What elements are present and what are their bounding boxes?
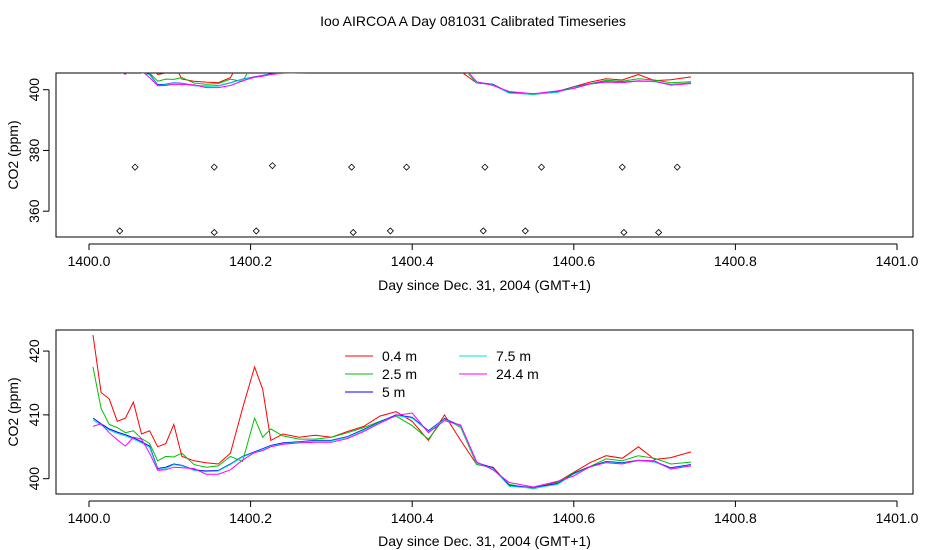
x-axis-title: Day since Dec. 31, 2004 (GMT+1) bbox=[378, 533, 591, 549]
x-tick-label: 1400.8 bbox=[714, 510, 757, 526]
data-point-marker bbox=[348, 163, 356, 171]
legend: 0.4 m 2.5 m 5 m 7.5 m 24.4 m bbox=[345, 348, 539, 400]
y-axis-title: CO2 (ppm) bbox=[5, 120, 21, 189]
x-tick-label: 1400.0 bbox=[68, 253, 111, 269]
series-line-0-4-m bbox=[92, 335, 692, 489]
data-point-marker bbox=[402, 163, 411, 171]
series-group bbox=[92, 335, 692, 490]
data-point-marker bbox=[655, 228, 663, 237]
data-point-marker bbox=[673, 163, 681, 171]
legend-label: 7.5 m bbox=[496, 348, 531, 364]
data-point-marker bbox=[537, 163, 546, 171]
figure-title: Ioo AIRCOA A Day 081031 Calibrated Times… bbox=[320, 13, 626, 29]
series-line-4 bbox=[120, 73, 692, 95]
data-point-marker bbox=[386, 227, 394, 235]
x-tick-label: 1400.4 bbox=[391, 510, 434, 526]
x-tick-label: 1400.2 bbox=[229, 510, 272, 526]
legend-label: 5 m bbox=[382, 384, 405, 400]
data-point-marker bbox=[268, 162, 276, 170]
y-axis-title: CO2 (ppm) bbox=[5, 377, 21, 446]
plot-frame bbox=[55, 72, 914, 238]
x-tick-label: 1401.0 bbox=[876, 510, 919, 526]
plot-frame bbox=[55, 329, 914, 495]
data-point-marker bbox=[521, 227, 529, 235]
data-point-marker bbox=[116, 227, 124, 235]
y-tick-label: 380 bbox=[26, 139, 42, 163]
data-point-marker bbox=[210, 228, 218, 237]
x-tick-label: 1400.4 bbox=[391, 253, 434, 269]
data-point-marker bbox=[618, 163, 626, 171]
data-point-marker bbox=[252, 227, 260, 235]
x-tick-label: 1400.6 bbox=[552, 253, 595, 269]
data-point-marker bbox=[131, 163, 139, 171]
x-tick-label: 1400.0 bbox=[68, 510, 111, 526]
data-point-marker bbox=[620, 228, 628, 237]
data-point-marker bbox=[349, 228, 357, 237]
legend-label: 2.5 m bbox=[382, 366, 417, 382]
x-tick-label: 1400.8 bbox=[714, 253, 757, 269]
plot-bottom: 1400.0 1400.2 1400.4 1400.6 1400.8 1401.0 400 4… bbox=[5, 329, 919, 549]
y-tick-label: 400 bbox=[26, 467, 42, 491]
data-point-marker bbox=[479, 227, 487, 235]
legend-label: 0.4 m bbox=[382, 348, 417, 364]
marker-group bbox=[116, 162, 681, 237]
y-tick-label: 360 bbox=[26, 199, 42, 223]
y-tick-label: 410 bbox=[26, 403, 42, 427]
series-line-24-4-m bbox=[92, 412, 692, 488]
x-axis-title: Day since Dec. 31, 2004 (GMT+1) bbox=[378, 277, 591, 293]
series-line-2-5-m bbox=[92, 366, 692, 490]
x-tick-label: 1400.6 bbox=[552, 510, 595, 526]
x-tick-label: 1400.2 bbox=[229, 253, 272, 269]
x-tick-label: 1401.0 bbox=[876, 253, 919, 269]
y-tick-label: 400 bbox=[26, 78, 42, 102]
plot-top: 1400.0 1400.2 1400.4 1400.6 1400.8 1401.0 360 3… bbox=[5, 72, 919, 293]
legend-label: 24.4 m bbox=[496, 366, 539, 382]
series-group bbox=[120, 73, 692, 96]
data-point-marker bbox=[210, 163, 218, 171]
data-point-marker bbox=[481, 163, 489, 171]
y-tick-label: 420 bbox=[26, 339, 42, 363]
